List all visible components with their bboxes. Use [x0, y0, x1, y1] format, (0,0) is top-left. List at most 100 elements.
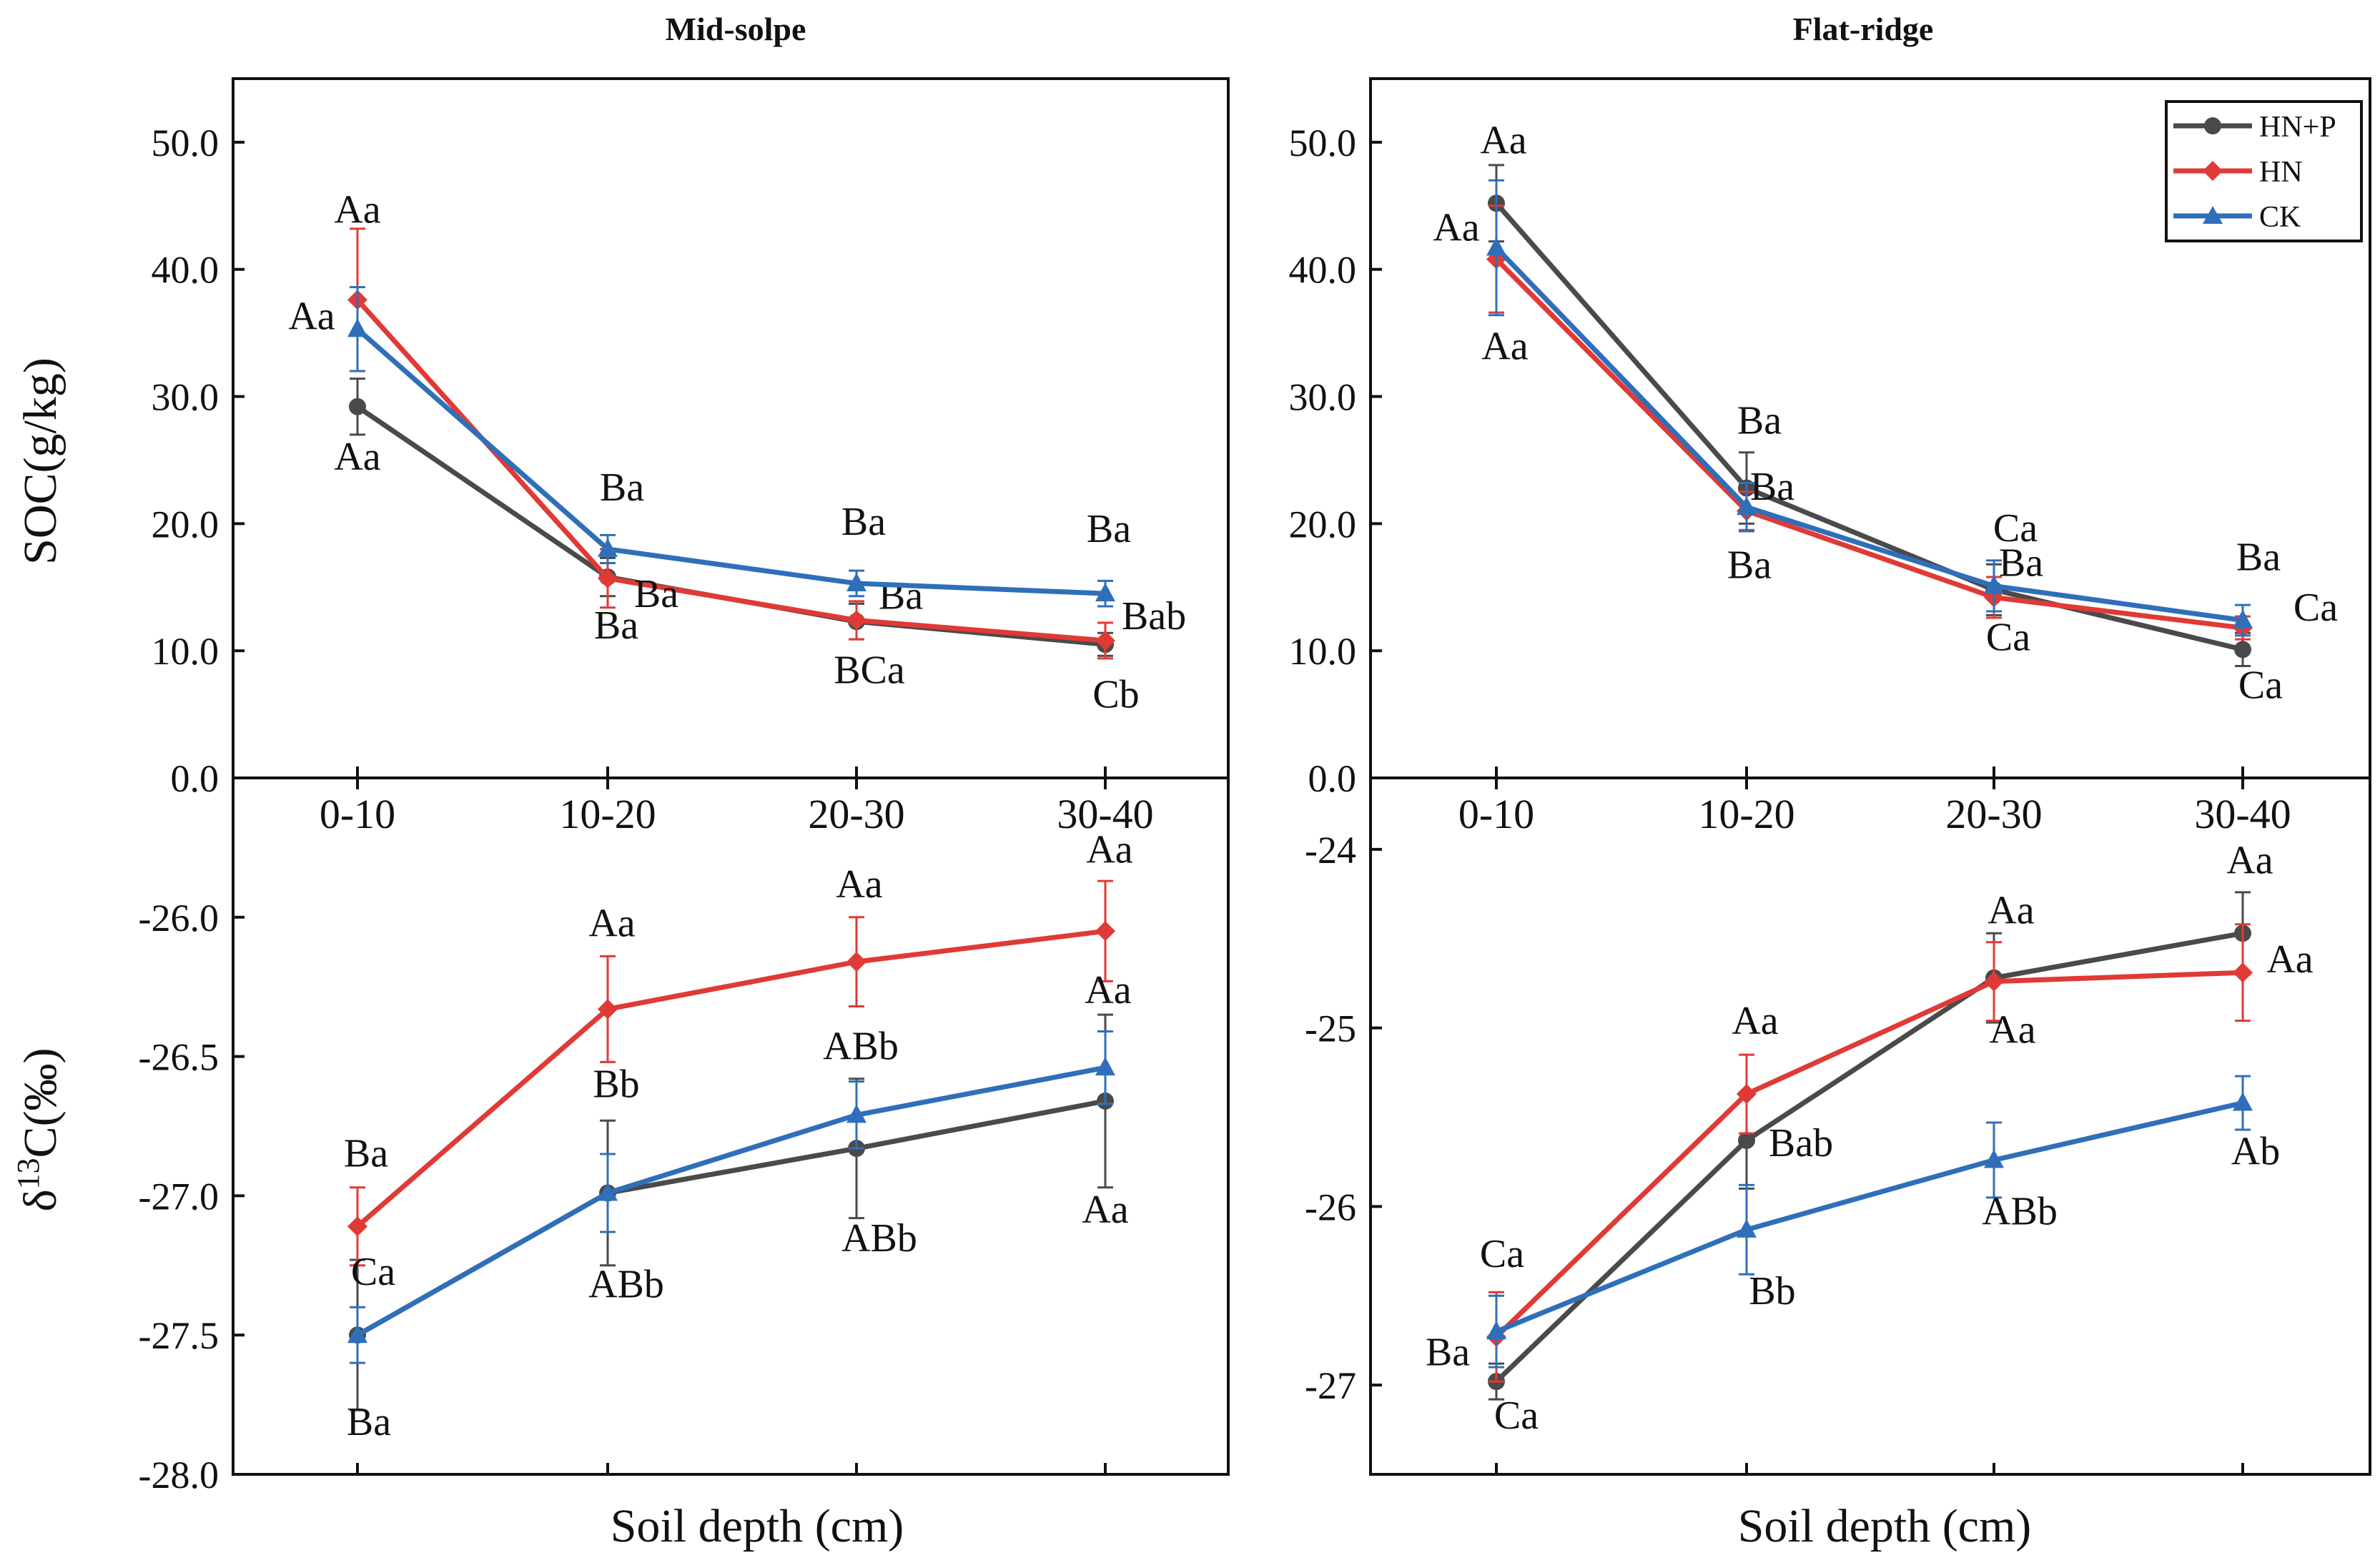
point-flat-d13c-hn-3 [2233, 962, 2253, 983]
sig-label-flat-soc-hn-3: Ca [2293, 586, 2338, 630]
series-flat-soc-ck: Aa Ba Ba Ba [1433, 179, 2281, 637]
sig-label-flat-d13c-hn-2: Aa [1989, 1008, 2035, 1052]
sig-label-flat-soc-ck-0: Aa [1433, 205, 1479, 250]
y-tick-label-flat-d13c-2: -25 [1305, 1007, 1356, 1050]
sig-label-mid-d13c-hn-3: Aa [1086, 827, 1132, 872]
point-flat-d13c-ck-3 [2233, 1092, 2253, 1111]
point-mid-soc-ck-3 [1095, 583, 1115, 602]
sig-label-mid-d13c-ck-3: Aa [1085, 968, 1131, 1012]
point-flat-d13c-ck-2 [1984, 1149, 2004, 1168]
y-tick-label-mid-d13c-2: -27.0 [139, 1175, 219, 1218]
point-flat-soc-ck-1 [1737, 496, 1757, 516]
line-mid-soc-ck [355, 327, 1106, 596]
sig-label-flat-d13c-hnp-3: Aa [2226, 838, 2273, 882]
point-mid-d13c-hn-2 [846, 952, 866, 972]
point-mid-soc-ck-0 [347, 318, 367, 337]
point-flat-d13c-hnp-1 [1738, 1131, 1755, 1149]
y-axis-title-soc: SOC(g/kg) [14, 358, 66, 565]
line-flat-d13c-hn [1494, 970, 2243, 1339]
series-flat-d13c-hnp: Ca Bab Aa Aa [1488, 838, 2273, 1438]
sig-label-mid-soc-ck-0: Aa [288, 294, 335, 338]
series-flat-d13c-ck: Ca Bb ABb Ab [1480, 1075, 2280, 1369]
panel-flat-d13c: -27 -26 -25 -24 Ca Bab Aa Aa Ba Aa Aa Aa Ca Bb ABb Ab [1305, 829, 2314, 1474]
sig-label-flat-soc-ck-1: Ba [1750, 465, 1794, 509]
sig-label-flat-soc-hnp-2: Ca [1993, 506, 2038, 551]
x-tick-label-mid-soc-0: 0-10 [320, 791, 395, 837]
point-mid-soc-hnp-0 [349, 398, 366, 415]
point-mid-d13c-hn-3 [1095, 921, 1115, 942]
y-tick-label-mid-soc-1: 10.0 [152, 630, 219, 673]
x-tick-label-mid-soc-2: 20-30 [808, 791, 904, 837]
sig-label-flat-d13c-hn-0: Ba [1426, 1331, 1470, 1375]
point-mid-soc-hn-1 [598, 568, 618, 588]
sig-label-flat-soc-ck-3: Ba [2236, 536, 2281, 580]
y-tick-label-flat-soc-2: 20.0 [1289, 503, 1357, 546]
point-mid-soc-hn-3 [1095, 630, 1115, 651]
series-flat-d13c-hn: Ba Aa Aa Aa [1426, 923, 2314, 1383]
y-tick-label-flat-d13c-1: -26 [1305, 1185, 1356, 1228]
x-tick-label-flat-soc-2: 20-30 [1945, 791, 2042, 837]
y-tick-label-flat-soc-4: 40.0 [1289, 249, 1357, 292]
point-mid-d13c-hn-1 [598, 999, 618, 1020]
x-axis-title-flat: Soil depth (cm) [1738, 1500, 2032, 1552]
x-tick-label-mid-soc-3: 30-40 [1057, 791, 1153, 837]
y-axis-title-d13c-suffix: C(‰) [14, 1047, 66, 1158]
sig-label-mid-soc-ck-3: Ba [1087, 507, 1131, 551]
sig-label-mid-d13c-ck-0: Ca [351, 1250, 395, 1294]
panel-flat-soc: 0.0 10.0 20.0 30.0 40.0 50.0 0-10 10-20 20-30 30-… [1289, 118, 2339, 837]
point-mid-soc-hn-2 [846, 610, 866, 631]
sig-label-mid-soc-hn-1: Ba [634, 572, 678, 616]
sig-label-mid-soc-ck-1: Ba [600, 465, 644, 510]
sig-label-flat-d13c-ck-0: Ca [1480, 1232, 1524, 1276]
point-flat-d13c-ck-1 [1737, 1218, 1757, 1238]
sig-label-flat-d13c-ck-3: Ab [2231, 1130, 2280, 1174]
legend-label-ck: CK [2259, 201, 2301, 234]
sig-label-mid-d13c-hn-0: Ba [344, 1131, 388, 1175]
y-tick-label-flat-soc-1: 10.0 [1289, 630, 1357, 673]
sig-label-flat-d13c-hn-3: Aa [2266, 937, 2313, 982]
series-mid-d13c-hn: Ba Aa Aa Aa [344, 827, 1133, 1267]
series-mid-d13c-ck: Ca Bb ABb Aa [347, 968, 1132, 1364]
sig-label-mid-soc-hnp-0: Aa [334, 435, 380, 479]
line-flat-soc-ck [1494, 246, 2243, 623]
line-flat-d13c-hnp [1494, 930, 2243, 1384]
title-mid-solpe: Mid-solpe [666, 11, 806, 47]
sig-label-mid-d13c-hn-2: Aa [836, 862, 882, 907]
y-tick-label-mid-soc-3: 30.0 [152, 376, 219, 419]
sig-label-mid-d13c-ck-1: Bb [593, 1062, 639, 1107]
sig-label-mid-d13c-hnp-3: Aa [1082, 1188, 1128, 1232]
legend-label-hnp: HN+P [2259, 111, 2336, 144]
point-flat-soc-hnp-3 [2234, 641, 2251, 659]
sig-label-mid-soc-ck-2: Ba [841, 500, 886, 544]
line-flat-soc-hnp [1494, 201, 2243, 652]
point-mid-d13c-ck-2 [846, 1104, 866, 1123]
line-mid-d13c-ck [356, 1065, 1106, 1338]
sig-label-flat-soc-hnp-0: Aa [1480, 118, 1526, 162]
point-flat-soc-ck-0 [1486, 237, 1506, 256]
sig-label-mid-d13c-ck-2: ABb [823, 1024, 899, 1068]
x-tick-label-flat-soc-0: 0-10 [1458, 791, 1534, 837]
sig-label-mid-soc-hnp-1: Ba [594, 603, 638, 648]
y-tick-label-flat-d13c-0: -27 [1305, 1364, 1356, 1407]
sig-label-mid-soc-hnp-3: Cb [1092, 672, 1139, 716]
point-mid-soc-ck-1 [598, 538, 618, 557]
y-tick-label-flat-d13c-3: -24 [1305, 829, 1356, 872]
sig-label-mid-soc-hnp-2: BCa [834, 648, 905, 692]
y-tick-label-flat-soc-0: 0.0 [1308, 757, 1357, 800]
y-tick-label-mid-d13c-3: -26.5 [139, 1036, 219, 1079]
x-tick-label-mid-soc-1: 10-20 [559, 791, 656, 837]
y-tick-label-mid-soc-0: 0.0 [171, 757, 219, 800]
sig-label-mid-d13c-hnp-2: ABb [841, 1216, 917, 1261]
sig-label-flat-d13c-hn-1: Aa [1732, 999, 1778, 1043]
y-tick-label-mid-soc-4: 40.0 [152, 249, 219, 292]
y-tick-label-flat-soc-5: 50.0 [1289, 122, 1357, 164]
sig-label-flat-d13c-hnp-1: Bab [1769, 1121, 1833, 1165]
point-mid-d13c-ck-3 [1095, 1057, 1115, 1076]
y-tick-label-mid-d13c-0: -28.0 [139, 1454, 219, 1497]
y-tick-label-mid-soc-2: 20.0 [152, 503, 219, 546]
sig-label-flat-soc-hnp-3: Ca [2238, 663, 2283, 707]
line-mid-d13c-hn [355, 928, 1106, 1228]
sig-label-flat-d13c-ck-2: ABb [1982, 1189, 2058, 1233]
